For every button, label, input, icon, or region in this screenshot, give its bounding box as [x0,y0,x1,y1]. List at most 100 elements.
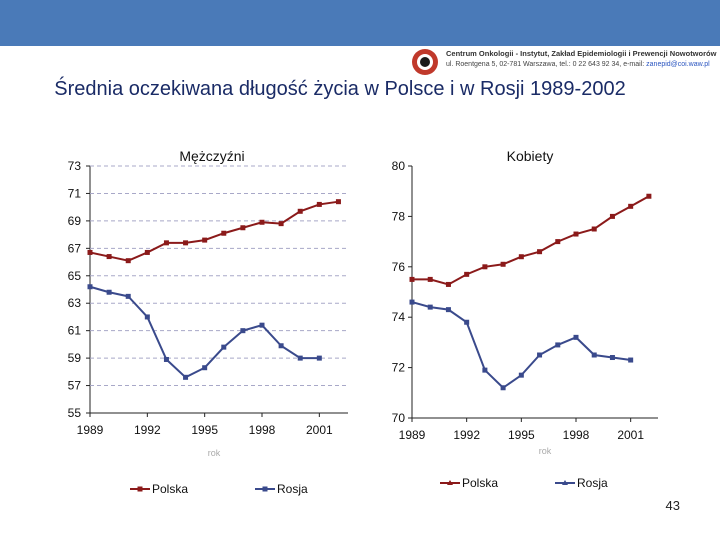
panel1-series-polska-point [259,219,265,225]
panel2-legend-polska-marker [447,480,453,485]
panel1-y-tick-label: 65 [68,269,82,283]
panel1-series-rosja-point [202,365,208,371]
panel2-series-polska-point [646,193,652,199]
top-banner [0,0,720,46]
panel2-series-polska-point [518,254,524,260]
panel2-series-polska-point [482,264,488,270]
panel2-series-rosja-point [628,357,634,363]
panel1-series-rosja-point [297,355,303,361]
panel1-y-tick-label: 71 [68,186,82,200]
logo-email: zanepid@coi.waw.pl [646,61,710,68]
panel1-chart-title: Mężczyźni [179,148,244,164]
panel1-legend-polska-marker [137,486,143,492]
panel2-y-tick-label: 76 [392,260,406,274]
panel1-legend-polska-label: Polska [152,482,188,496]
panel2-series-polska-point [555,239,561,245]
panel1-series-polska-point [125,258,131,264]
panel2-series-rosja-point [464,319,470,325]
logo-institution-name: Centrum Onkologii - Instytut, Zakład Epi… [446,49,717,58]
panel2-y-tick-label: 72 [392,361,406,375]
panel2-chart-title: Kobiety [507,148,554,164]
panel1-y-tick-label: 69 [68,214,82,228]
panel1-y-tick-label: 61 [68,324,82,338]
panel1-series-rosja-point [144,314,150,320]
panel2-series-rosja-point [591,352,597,358]
panel1-series-polska-point [221,230,227,236]
panel1-legend-rosja-label: Rosja [277,482,308,496]
panel1-x-axis-label: rok [208,448,221,458]
panel1-series-rosja-point [259,322,265,328]
panel1-series-rosja-point [240,328,246,334]
panel1-x-tick-label: 2001 [306,423,333,437]
panel1-series-polska-point [202,237,208,243]
panel1-series-polska-point [144,249,150,255]
institution-logo: Centrum Onkologii - Instytut, Zakład Epi… [410,46,720,80]
panel2-x-tick-label: 1995 [508,428,535,442]
panel2-series-polska-point [445,281,451,287]
panel2-series-rosja-point [427,304,433,310]
panel2-series-rosja-point [409,299,415,305]
panel2-series-polska-point [427,276,433,282]
panel2-series-polska-line [412,195,650,286]
panel2-series-rosja-point [500,385,506,391]
panel2-y-tick-label: 74 [392,310,406,324]
panel2-series-rosja-point [482,367,488,373]
panel1-y-tick-label: 55 [68,406,82,420]
panel2-legend-rosja-marker [562,480,568,485]
panel2-x-axis-label: rok [539,446,552,456]
panel1-series-polska-point [106,254,112,260]
panel1-series-polska-point [163,240,169,246]
panel2-y-tick-label: 80 [392,159,406,173]
panel1-x-tick-label: 1995 [191,423,218,437]
panel1-x-tick-label: 1998 [249,423,276,437]
panel2-y-tick-label: 70 [392,411,406,425]
panel2-x-tick-label: 2001 [617,428,644,442]
panel1-y-tick-label: 63 [68,296,82,310]
panel1-x-tick-label: 1989 [77,423,104,437]
panel2-series-polska-point [573,231,579,237]
panel2-series-polska-point [464,271,470,277]
panel1-series-rosja-line [89,285,320,379]
panel2-x-tick-label: 1989 [399,428,426,442]
panel2-x-tick-label: 1992 [453,428,480,442]
panel2-series-polska-point [500,261,506,267]
panel1-series-rosja-point [125,293,131,299]
logo-contact-line: ul. Roentgena 5, 02-781 Warszawa, tel.: … [446,61,710,68]
panel2-series-rosja-point [537,352,543,358]
panel1-y-tick-label: 67 [68,241,82,255]
oncology-center-logo-icon [412,49,438,75]
panel1-series-polska-point [278,221,284,227]
panel1-series-polska-point [297,208,303,214]
panel2-legend-rosja-label: Rosja [577,476,608,490]
panel1-series-polska-point [316,201,322,207]
panel1-series-polska-line [89,200,339,262]
panel2-series-rosja-point [573,334,579,340]
panel2-series-rosja-point [555,342,561,348]
panel1-series-polska-point [87,249,93,255]
logo-address: ul. Roentgena 5, 02-781 Warszawa, tel.: … [446,61,645,68]
panel2-series-rosja-point [518,372,524,378]
panel1-series-rosja-point [106,289,112,295]
panel2-series-polska-point [537,249,543,255]
slide-title: Średnia oczekiwana długość życia w Polsc… [54,78,626,100]
panel2-series-rosja-point [609,355,615,361]
panel1-series-polska-point [335,199,341,205]
panel2-series-polska-point [591,226,597,232]
panel2-x-tick-label: 1998 [563,428,590,442]
panel2-series-rosja-point [445,307,451,313]
panel1-y-tick-label: 73 [68,159,82,173]
panel1-series-rosja-point [163,356,169,362]
panel2-series-polska-point [609,213,615,219]
panel1-y-tick-label: 57 [68,379,82,393]
panel1-series-rosja-point [316,355,322,361]
panel1-x-tick-label: 1992 [134,423,161,437]
panel1-series-rosja-point [278,343,284,349]
panel1-series-rosja-point [183,374,189,380]
panel1-series-rosja-point [221,344,227,350]
panel1-y-tick-label: 59 [68,351,82,365]
panel1-series-polska-point [240,225,246,231]
panel2-y-tick-label: 78 [392,209,406,223]
panel2-legend-polska-label: Polska [462,476,498,490]
panel2-series-polska-point [409,276,415,282]
